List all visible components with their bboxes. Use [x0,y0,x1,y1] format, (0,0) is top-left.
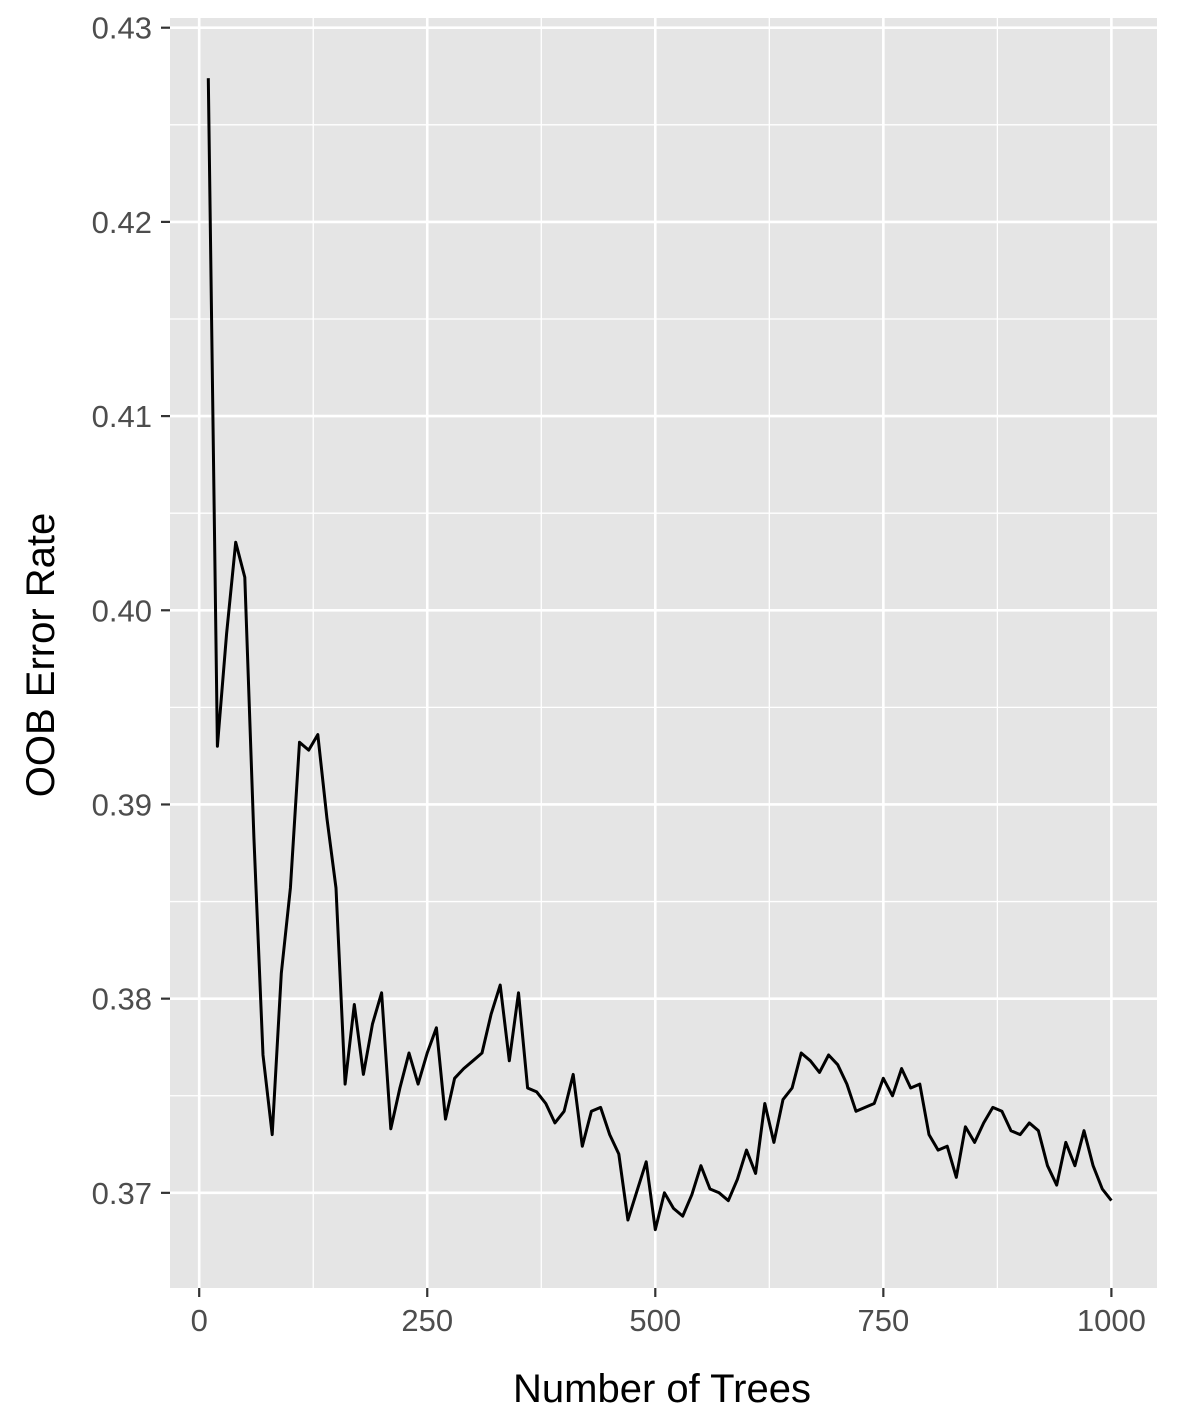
x-tick-label: 1000 [1077,1303,1146,1338]
y-tick-label: 0.37 [92,1176,152,1211]
minor-gridlines [170,18,1157,1288]
y-axis-title: OOB Error Rate [19,513,63,798]
y-tick-label: 0.41 [92,399,152,434]
x-tick-label: 500 [629,1303,681,1338]
x-tick-label: 250 [401,1303,453,1338]
x-axis-ticks: 0 250 500 750 1000 [191,1288,1146,1338]
y-tick-label: 0.40 [92,593,152,628]
x-tick-label: 0 [191,1303,208,1338]
y-tick-label: 0.42 [92,205,152,240]
oob-error-series-line [206,78,1113,1232]
plot-panel [170,18,1157,1288]
y-tick-label: 0.43 [92,11,152,46]
y-tick-label: 0.39 [92,787,152,822]
y-axis-ticks: 0.37 0.38 0.39 0.40 0.41 0.42 0.43 [92,11,170,1211]
y-tick-label: 0.38 [92,982,152,1017]
x-tick-label: 750 [857,1303,909,1338]
major-gridlines [170,18,1157,1288]
x-axis-title: Number of Trees [513,1367,811,1411]
